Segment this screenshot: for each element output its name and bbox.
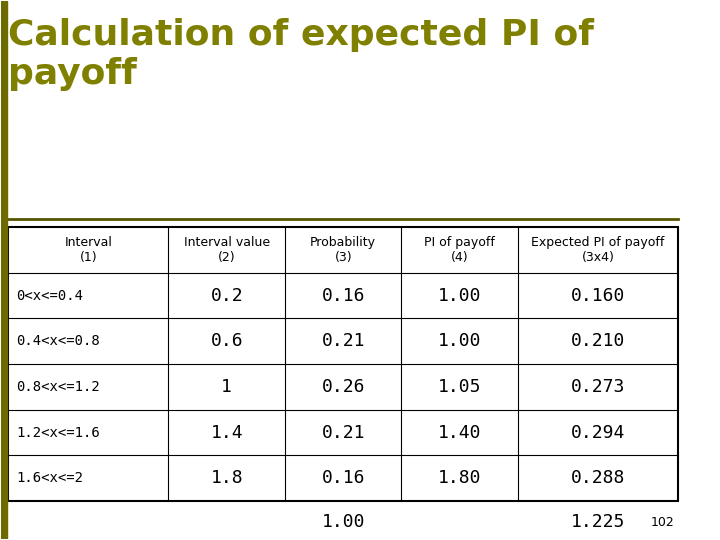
Text: 0.294: 0.294 <box>571 423 625 442</box>
Text: 1.6<x<=2: 1.6<x<=2 <box>17 471 84 485</box>
Text: 0<x<=0.4: 0<x<=0.4 <box>17 288 84 302</box>
Text: 1.4: 1.4 <box>210 423 243 442</box>
Text: 0.160: 0.160 <box>571 287 625 305</box>
Text: 0.4<x<=0.8: 0.4<x<=0.8 <box>17 334 100 348</box>
Text: 0.8<x<=1.2: 0.8<x<=1.2 <box>17 380 100 394</box>
Text: 1.225: 1.225 <box>571 514 625 531</box>
Text: Calculation of expected PI of
payoff: Calculation of expected PI of payoff <box>8 17 594 91</box>
Text: 0.16: 0.16 <box>321 469 365 487</box>
Text: PI of payoff
(4): PI of payoff (4) <box>424 236 495 264</box>
Text: 0.26: 0.26 <box>321 378 365 396</box>
Bar <box>1 2 7 538</box>
Text: 1.40: 1.40 <box>438 423 482 442</box>
Text: 1.8: 1.8 <box>210 469 243 487</box>
Text: 0.210: 0.210 <box>571 332 625 350</box>
Text: 1.05: 1.05 <box>438 378 482 396</box>
Text: Probability
(3): Probability (3) <box>310 236 377 264</box>
Text: 1.00: 1.00 <box>321 514 365 531</box>
Text: Expected PI of payoff
(3x4): Expected PI of payoff (3x4) <box>531 236 665 264</box>
Text: 0.288: 0.288 <box>571 469 625 487</box>
Text: 0.16: 0.16 <box>321 287 365 305</box>
Text: 1.2<x<=1.6: 1.2<x<=1.6 <box>17 426 100 440</box>
Text: Interval value
(2): Interval value (2) <box>184 236 270 264</box>
Text: 0.21: 0.21 <box>321 423 365 442</box>
Text: 0.21: 0.21 <box>321 332 365 350</box>
Text: 1: 1 <box>221 378 232 396</box>
Text: 0.273: 0.273 <box>571 378 625 396</box>
Text: 0.2: 0.2 <box>210 287 243 305</box>
Text: 1.00: 1.00 <box>438 287 482 305</box>
Text: 102: 102 <box>651 516 675 529</box>
Text: Interval
(1): Interval (1) <box>64 236 112 264</box>
Text: 1.00: 1.00 <box>438 332 482 350</box>
Text: 0.6: 0.6 <box>210 332 243 350</box>
Text: 1.80: 1.80 <box>438 469 482 487</box>
